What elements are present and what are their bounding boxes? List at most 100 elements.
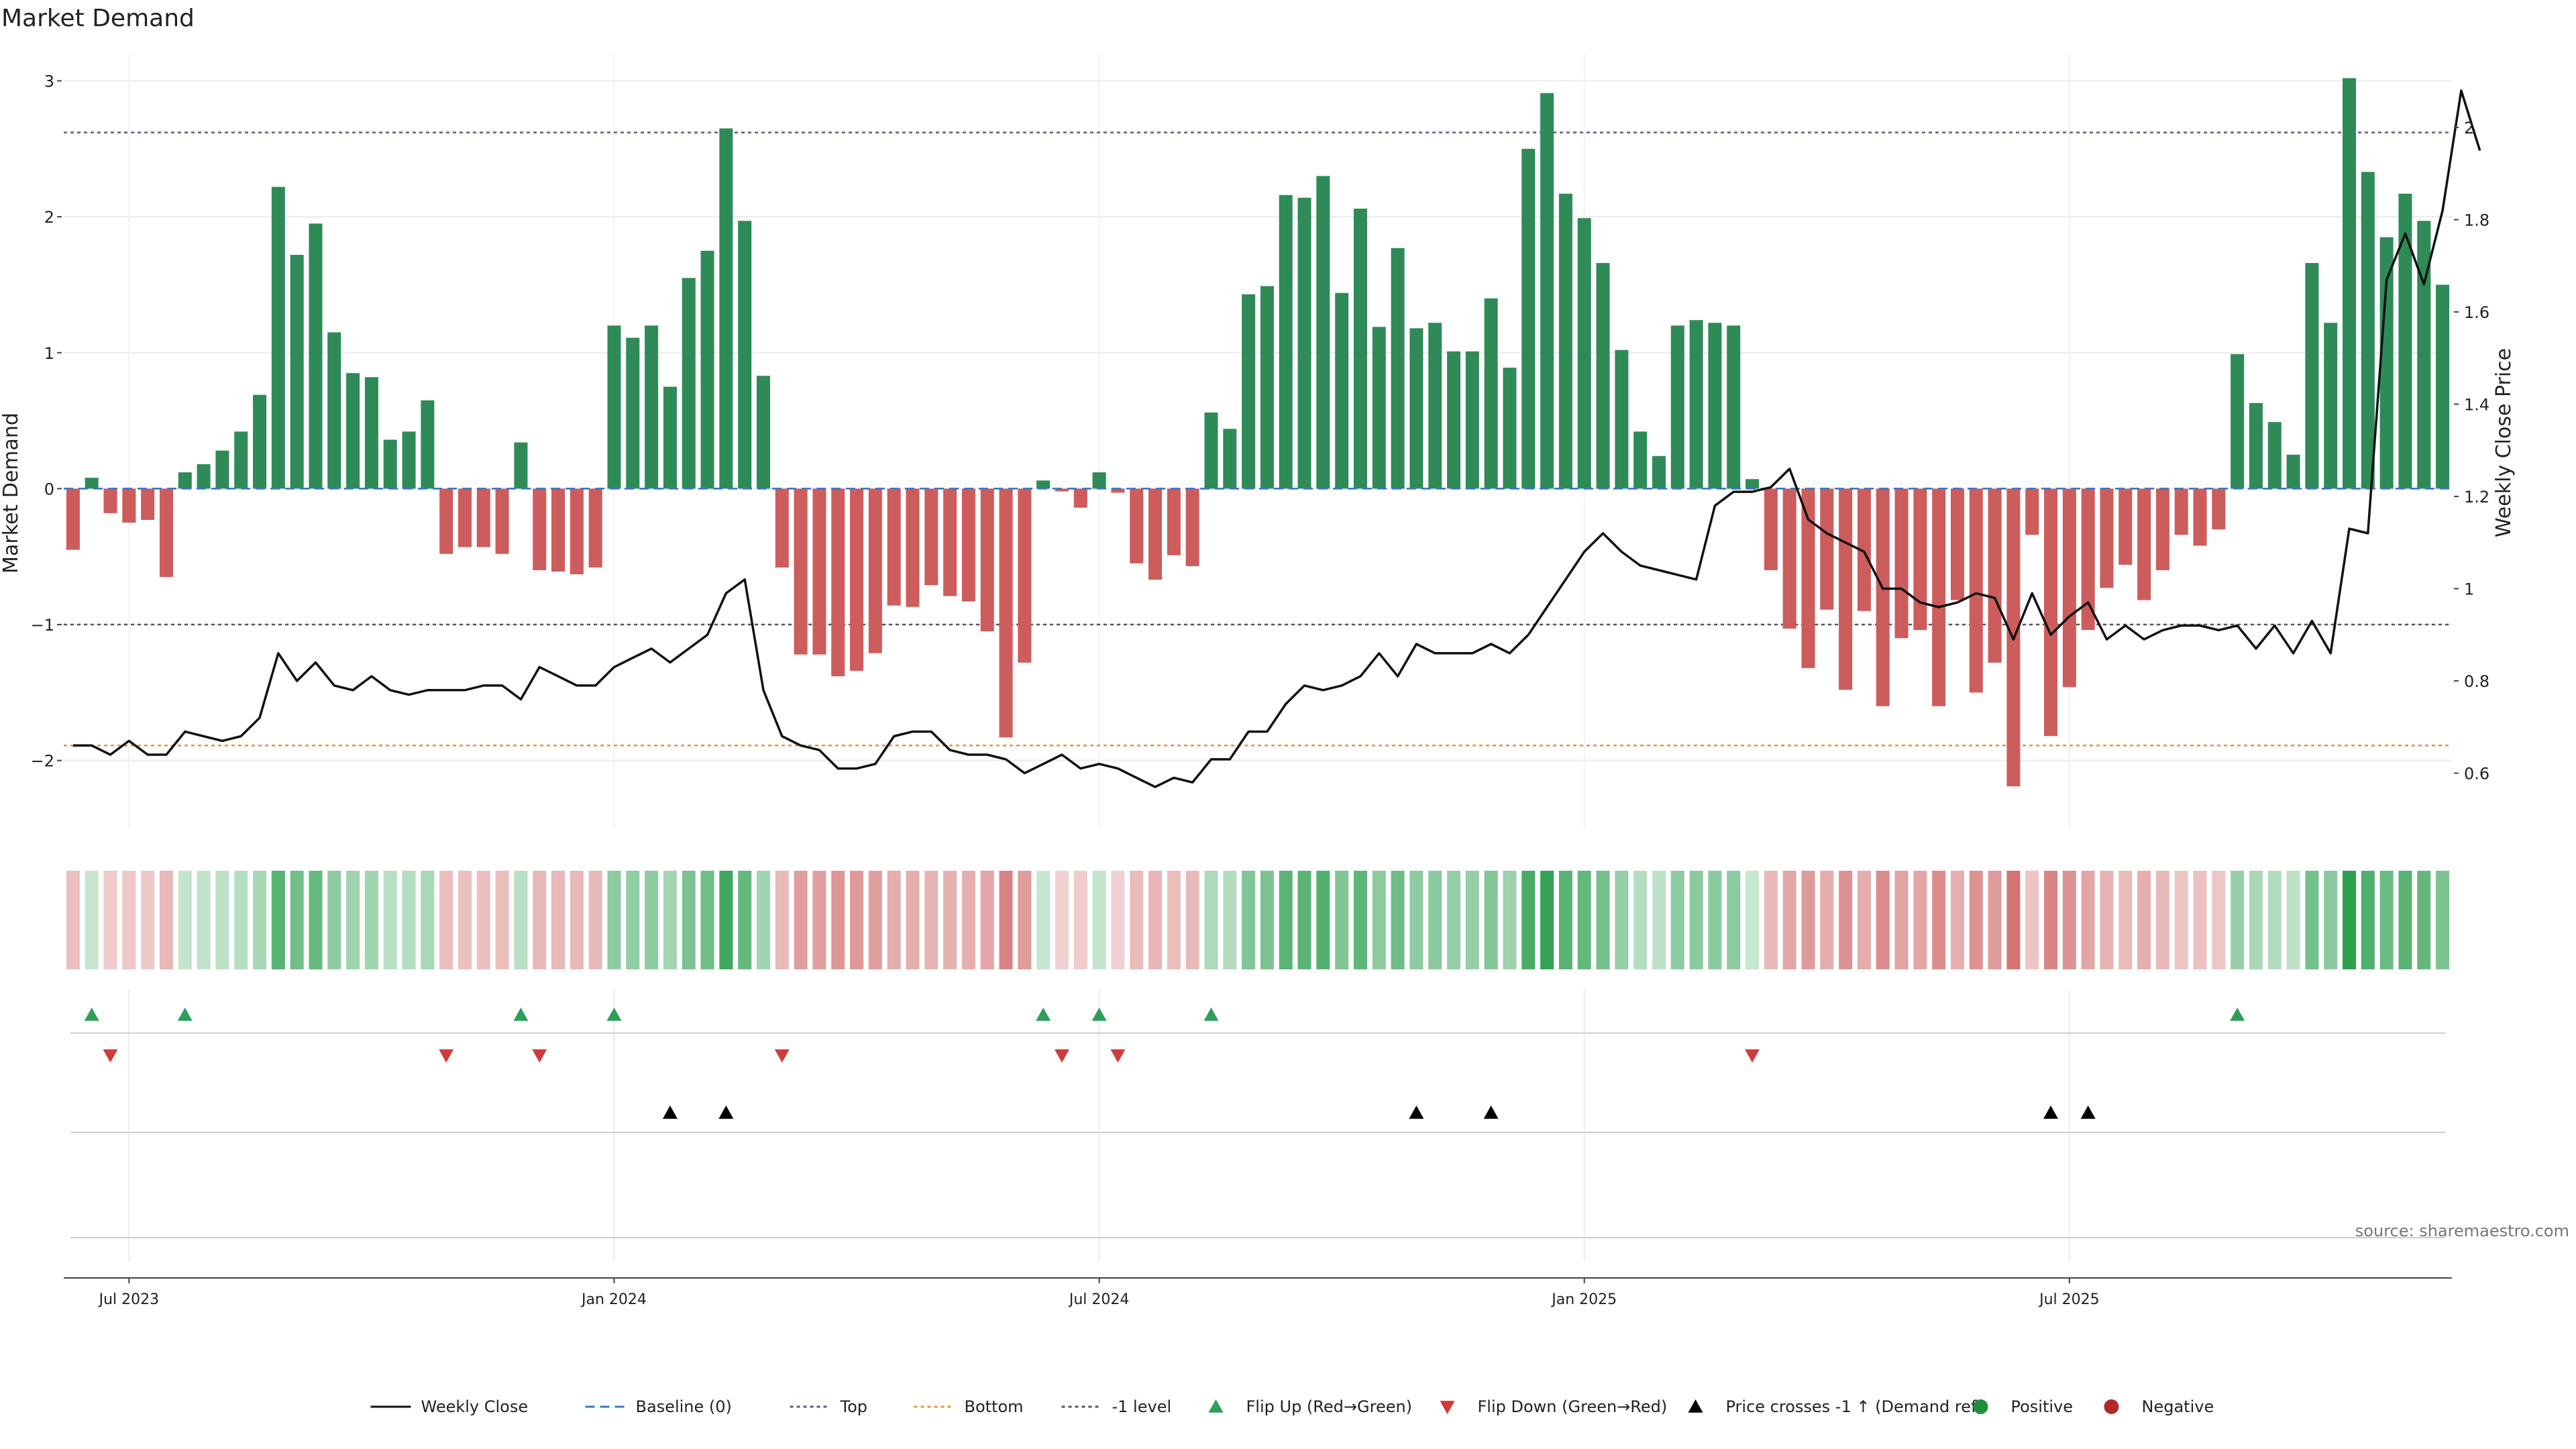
legend-swatch (1973, 1399, 1988, 1414)
heat-cell (1111, 871, 1125, 969)
legend-label: Top (840, 1397, 868, 1416)
heat-cell (831, 871, 845, 969)
heat-cell (2343, 871, 2357, 969)
demand-bar (812, 488, 826, 655)
heat-cell (85, 871, 99, 969)
demand-heat-strip (66, 871, 2450, 969)
heat-cell (2174, 871, 2188, 969)
heat-cell (1297, 871, 1311, 969)
legend-label: Negative (2142, 1397, 2214, 1416)
flip-up-marker (2230, 1008, 2245, 1021)
legend-swatch (1688, 1399, 1703, 1413)
flip-down-marker (1745, 1049, 1760, 1063)
flip-up-marker (513, 1008, 529, 1021)
demand-bar (234, 431, 248, 489)
heat-cell (756, 871, 770, 969)
heat-cell (1633, 871, 1648, 969)
heat-cell (421, 871, 435, 969)
demand-bar (2212, 488, 2226, 530)
legend-label: Flip Up (Red→Green) (1246, 1397, 1413, 1416)
demand-bar (1857, 488, 1871, 611)
demand-bar (570, 488, 584, 575)
demand-bar (1073, 488, 1087, 508)
heat-cell (1876, 871, 1890, 969)
heat-cell (141, 871, 155, 969)
demand-bar (2398, 193, 2412, 489)
demand-bar (2193, 488, 2207, 546)
heat-cell (234, 871, 248, 969)
demand-bar (1615, 350, 1629, 489)
heat-cell (980, 871, 994, 969)
heat-cell (1092, 871, 1106, 969)
heat-cell (364, 871, 378, 969)
heat-cell (1857, 871, 1871, 969)
heat-cell (2062, 871, 2076, 969)
demand-bar (1596, 263, 1610, 489)
heat-cell (961, 871, 975, 969)
heat-cell (1540, 871, 1554, 969)
flip-up-marker (84, 1008, 99, 1021)
flip-down-marker (1054, 1049, 1069, 1063)
heat-cell (1353, 871, 1367, 969)
heat-cell (588, 871, 602, 969)
demand-bar (1223, 429, 1237, 489)
demand-bar (1130, 488, 1144, 564)
demand-bar (2267, 422, 2282, 489)
demand-bar (1465, 351, 1479, 489)
y-tick-label: −2 (31, 752, 54, 771)
heat-cell (2155, 871, 2169, 969)
heat-cell (775, 871, 789, 969)
heat-cell (2249, 871, 2263, 969)
demand-bar (1950, 488, 1964, 600)
heat-cell (700, 871, 714, 969)
demand-bar (2062, 488, 2076, 688)
demand-bar (1746, 479, 1760, 489)
demand-bar (1428, 323, 1442, 489)
demand-bar (1708, 323, 1722, 489)
heat-cell (663, 871, 677, 969)
heat-cell (1689, 871, 1703, 969)
demand-bar (2305, 263, 2319, 489)
demand-bar (1820, 488, 1834, 610)
heat-cell (1950, 871, 1964, 969)
demand-bar (495, 488, 509, 554)
demand-bar (1036, 480, 1051, 489)
heat-cell (1073, 871, 1087, 969)
heat-cell (476, 871, 490, 969)
heat-cell (2361, 871, 2375, 969)
demand-bar (626, 337, 640, 489)
flip-up-marker (177, 1008, 193, 1021)
heat-cell (271, 871, 285, 969)
heat-cell (1130, 871, 1144, 969)
demand-bar (364, 377, 378, 489)
y2-tick-label: 0.8 (2464, 672, 2489, 691)
heat-cell (1204, 871, 1218, 969)
demand-bar (383, 439, 397, 489)
heat-cell (2267, 871, 2282, 969)
demand-bar (122, 488, 136, 523)
heat-cell (1521, 871, 1536, 969)
legend-label: Positive (2011, 1397, 2074, 1416)
heat-cell (2286, 871, 2300, 969)
heat-cell (999, 871, 1013, 969)
demand-bar (309, 223, 323, 489)
heat-cell (1820, 871, 1834, 969)
heat-cell (924, 871, 938, 969)
demand-bar (756, 376, 770, 489)
heat-cell (2193, 871, 2207, 969)
demand-bar (1876, 488, 1890, 706)
heat-cell (383, 871, 397, 969)
flip-up-marker (1091, 1008, 1107, 1021)
y2-tick-label: 1.6 (2464, 303, 2489, 322)
price-cross-marker (1483, 1106, 1499, 1119)
y2-axis-label: Weekly Close Price (2492, 348, 2516, 537)
legend-swatch (1208, 1399, 1224, 1413)
heat-cell (1988, 871, 2002, 969)
demand-bar (1335, 292, 1349, 489)
heat-cell (812, 871, 826, 969)
heat-cell (1839, 871, 1853, 969)
heat-cell (1577, 871, 1591, 969)
demand-bar (719, 128, 733, 489)
demand-bar (1894, 488, 1909, 639)
heat-cell (1372, 871, 1386, 969)
